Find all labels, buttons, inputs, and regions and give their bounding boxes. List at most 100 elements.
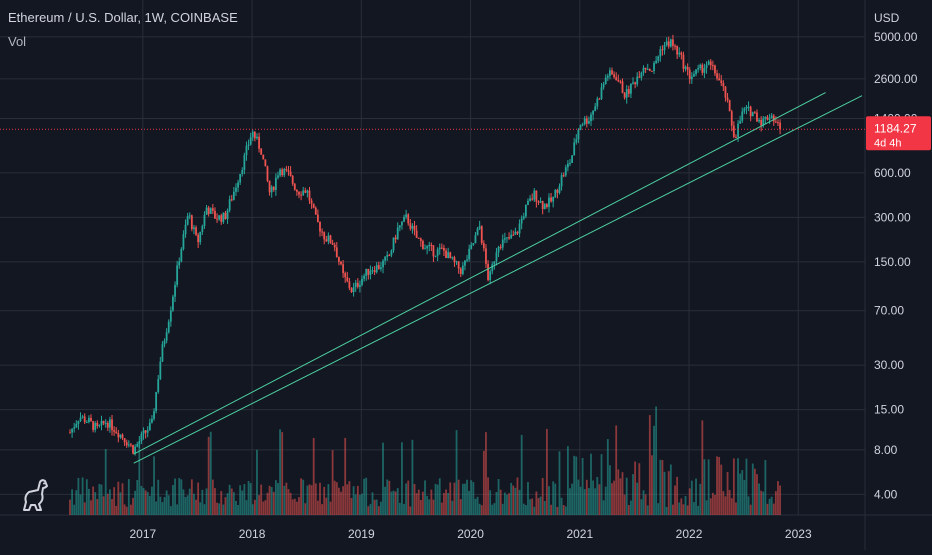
volume-bar xyxy=(500,490,502,515)
volume-bar xyxy=(672,505,674,515)
volume-bar xyxy=(533,507,535,515)
volume-bar xyxy=(559,451,561,515)
candle-body xyxy=(554,190,556,197)
volume-bar xyxy=(229,485,231,515)
candle-body xyxy=(525,205,527,216)
candle-body xyxy=(586,118,588,123)
candle-body xyxy=(262,155,264,160)
candle-body xyxy=(739,121,741,124)
candle-body xyxy=(162,344,164,361)
candle-body xyxy=(506,237,508,238)
volume-bar xyxy=(248,481,250,515)
candle-body xyxy=(712,65,714,66)
candle-body xyxy=(435,256,437,257)
candle-body xyxy=(487,264,489,280)
candle-body xyxy=(183,234,185,249)
candle-body xyxy=(498,247,500,252)
tradingview-dino-icon[interactable] xyxy=(20,478,52,517)
candle-body xyxy=(666,41,668,45)
volume-bar xyxy=(706,500,708,515)
candle-body xyxy=(409,223,411,229)
candle-body xyxy=(218,215,220,219)
volume-bar xyxy=(374,500,376,515)
volume-bar xyxy=(176,504,178,515)
volume-bar xyxy=(124,504,126,515)
candle-body xyxy=(237,182,239,187)
candle-body xyxy=(256,137,258,139)
volume-bar xyxy=(441,503,443,515)
candle-body xyxy=(96,423,98,426)
candle-body xyxy=(164,341,166,345)
volume-bar xyxy=(571,484,573,515)
candle-body xyxy=(105,423,107,424)
candle-body xyxy=(527,201,529,205)
candle-body xyxy=(483,243,485,248)
volume-bar xyxy=(363,479,365,515)
candle-body xyxy=(470,245,472,249)
volume-bar xyxy=(769,499,771,515)
volume-bar xyxy=(353,486,355,515)
candle-body xyxy=(462,266,464,274)
volume-bar xyxy=(630,501,632,515)
candle-body xyxy=(187,216,189,225)
volume-bar xyxy=(302,480,304,515)
candle-body xyxy=(477,228,479,235)
candle-body xyxy=(367,269,369,275)
trend-line[interactable] xyxy=(134,93,826,455)
candle-body xyxy=(489,271,491,280)
candle-body xyxy=(170,310,172,321)
candle-body xyxy=(414,226,416,231)
candle-body xyxy=(69,432,71,433)
trend-line[interactable] xyxy=(134,96,862,464)
candle-body xyxy=(88,418,90,422)
candle-body xyxy=(285,169,287,170)
candle-body xyxy=(468,249,470,259)
candle-body xyxy=(159,362,161,380)
x-tick-label: 2020 xyxy=(457,527,484,541)
volume-bar xyxy=(670,465,672,515)
volume-bar xyxy=(80,494,82,515)
volume-bar xyxy=(105,449,107,515)
volume-bar xyxy=(319,483,321,515)
volume-bar xyxy=(71,489,73,515)
candle-body xyxy=(365,269,367,276)
y-tick-label: 8.00 xyxy=(874,443,898,457)
volume-bar xyxy=(346,484,348,515)
candle-body xyxy=(599,99,601,100)
candle-body xyxy=(727,98,729,101)
candle-body xyxy=(569,163,571,164)
y-tick-label: 70.00 xyxy=(874,304,904,318)
volume-bar xyxy=(420,500,422,515)
candle-body xyxy=(548,198,550,207)
candle-body xyxy=(172,297,174,311)
volume-bar xyxy=(117,482,119,515)
last-price-value: 1184.27 xyxy=(874,121,917,135)
candle-body xyxy=(540,201,542,202)
candle-body xyxy=(229,199,231,210)
volume-bar xyxy=(771,497,773,515)
volume-bar xyxy=(617,469,619,515)
volume-bar xyxy=(101,485,103,515)
volume-bar xyxy=(164,497,166,515)
candle-body xyxy=(71,429,73,433)
volume-bar xyxy=(218,503,220,515)
volume-bar xyxy=(120,492,122,515)
candle-body xyxy=(630,84,632,94)
candle-body xyxy=(130,444,132,445)
price-chart-svg[interactable]: 4.008.0015.0030.0070.00150.00300.00600.0… xyxy=(0,0,932,550)
volume-bar xyxy=(632,474,634,515)
volume-bar xyxy=(746,459,748,515)
candle-body xyxy=(101,421,103,425)
candle-body xyxy=(659,49,661,56)
volume-bar xyxy=(338,488,340,515)
candle-body xyxy=(685,67,687,69)
volume-bar xyxy=(718,457,720,515)
chart-symbol-title[interactable]: Ethereum / U.S. Dollar, 1W, COINBASE xyxy=(8,10,238,25)
candle-body xyxy=(143,430,145,433)
candle-body xyxy=(710,61,712,65)
chart-area[interactable]: 4.00 8.00 15.00 30.00 70.00 150.00 300.00 600.0… xyxy=(0,0,932,550)
volume-bar xyxy=(506,495,508,515)
volume-bar xyxy=(546,429,548,515)
volume-indicator-label[interactable]: Vol xyxy=(8,34,26,49)
candle-body xyxy=(275,178,277,190)
